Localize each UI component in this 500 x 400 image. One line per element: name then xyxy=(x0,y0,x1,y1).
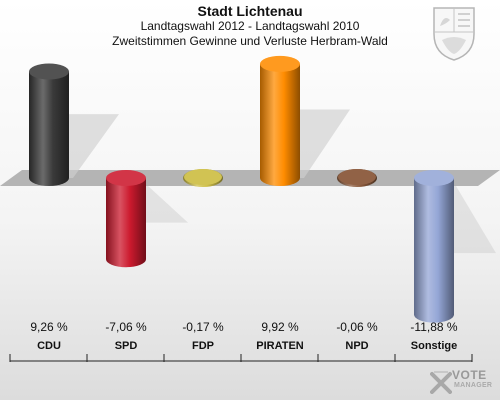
category-label: Sonstige xyxy=(411,340,457,352)
bar-piraten-top xyxy=(260,55,300,72)
category-label: FDP xyxy=(192,340,214,352)
ballot-x-icon xyxy=(430,371,452,394)
chart-subtitle-district: Zweitstimmen Gewinne und Verluste Herbra… xyxy=(112,34,388,48)
watermark-sub: MANAGER xyxy=(454,382,493,389)
value-label: -0,06 % xyxy=(336,320,378,334)
bar-spd xyxy=(106,178,146,268)
bar-spd-top xyxy=(106,170,146,186)
bar-piraten xyxy=(260,63,300,186)
value-label: -0,17 % xyxy=(182,320,224,334)
category-label: SPD xyxy=(115,340,138,352)
value-label: -7,06 % xyxy=(105,320,147,334)
category-label: CDU xyxy=(37,340,61,352)
value-label: 9,26 % xyxy=(30,320,68,334)
category-label: NPD xyxy=(345,340,368,352)
vote-manager-watermark: VOTE MANAGER xyxy=(428,368,498,398)
bar-sonstige xyxy=(414,178,454,323)
watermark-brand: VOTE xyxy=(452,368,487,382)
value-label: -11,88 % xyxy=(410,320,457,334)
value-label: 9,92 % xyxy=(261,320,299,334)
bar-sonstige-top xyxy=(414,170,454,186)
bar-cdu xyxy=(29,71,69,186)
chart-subtitle-election: Landtagswahl 2012 - Landtagswahl 2010 xyxy=(140,19,360,33)
coat-of-arms-icon xyxy=(433,7,475,61)
bar-fdp-top xyxy=(184,169,222,185)
bar-npd-top xyxy=(338,169,376,185)
chart-title: Stadt Lichtenau xyxy=(197,3,303,19)
category-label: PIRATEN xyxy=(256,340,304,352)
chart-header: Stadt Lichtenau Landtagswahl 2012 - Land… xyxy=(0,3,500,49)
bar-cdu-top xyxy=(29,63,69,80)
